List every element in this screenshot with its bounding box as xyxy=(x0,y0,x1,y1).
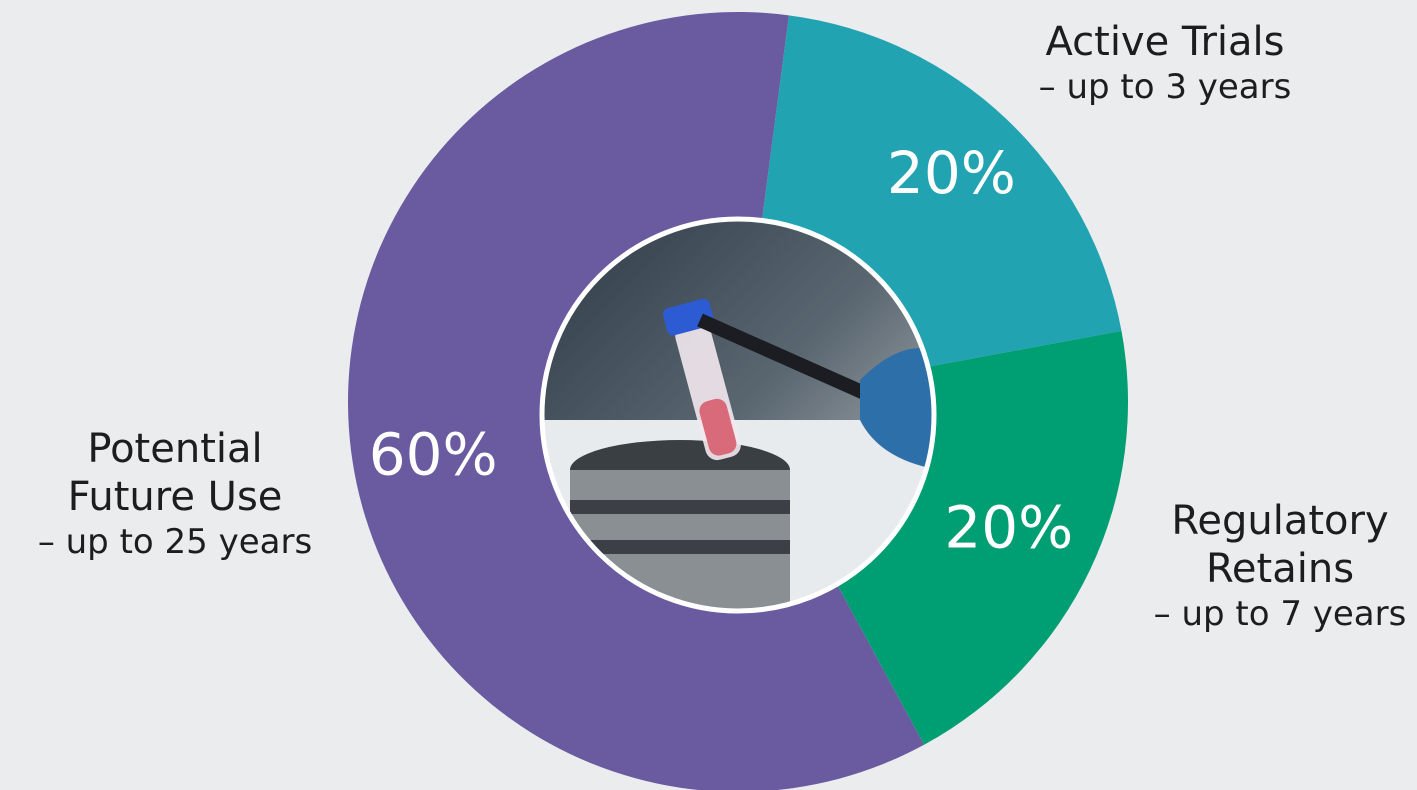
category-label: Active Trials xyxy=(1045,19,1285,65)
category-sublabel: – up to 3 years xyxy=(1038,67,1292,107)
label-potential: Potential Future Use – up to 25 years xyxy=(0,425,350,563)
value-label: 60% xyxy=(369,421,498,489)
value-label: 20% xyxy=(887,139,1016,207)
category-sublabel: – up to 25 years xyxy=(37,522,313,562)
label-regulatory: Regulatory Retains – up to 7 years xyxy=(1150,497,1410,635)
label-active: Active Trials – up to 3 years xyxy=(1000,18,1330,108)
value-label: 20% xyxy=(944,493,1073,561)
category-label: Potential Future Use xyxy=(67,426,283,520)
category-sublabel: – up to 7 years xyxy=(1153,594,1407,634)
category-label: Regulatory Retains xyxy=(1171,498,1389,592)
